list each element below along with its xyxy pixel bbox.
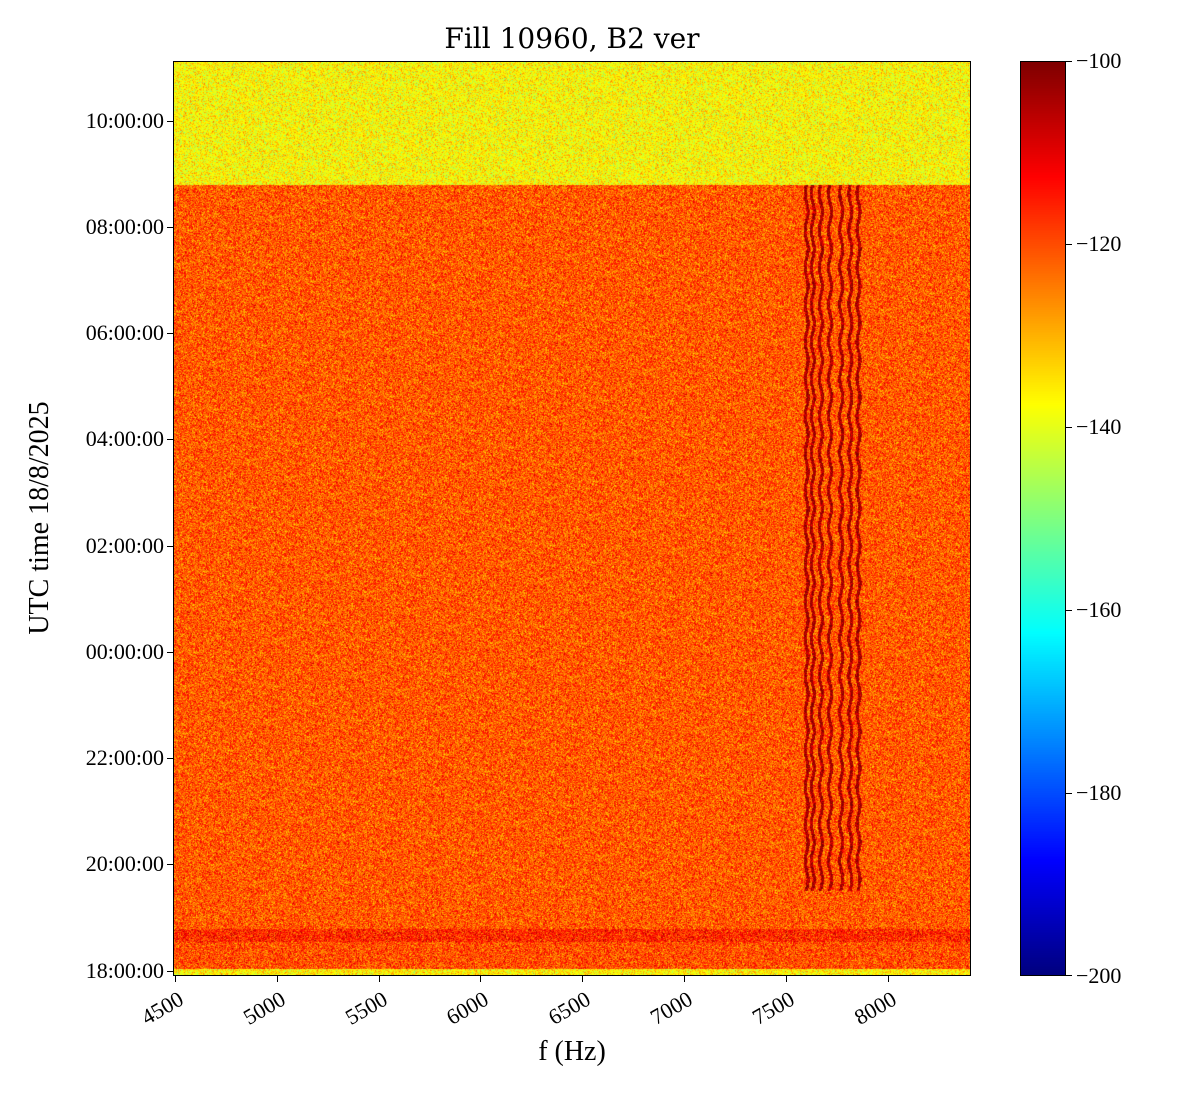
colorbar-tick <box>1066 610 1072 611</box>
y-tick <box>167 651 173 653</box>
colorbar-tick-label: −180 <box>1076 780 1122 805</box>
colorbar-tick-label: −160 <box>1076 597 1122 622</box>
colorbar-tick-label: −120 <box>1076 231 1122 256</box>
x-tick-label: 5500 <box>340 986 392 1030</box>
x-tick-label: 5000 <box>238 986 290 1030</box>
x-tick-label: 6000 <box>442 986 493 1030</box>
x-tick-label: 6500 <box>544 986 595 1030</box>
colorbar <box>1020 61 1066 976</box>
colorbar-tick-label: −140 <box>1076 414 1122 439</box>
colorbar-tick <box>1066 244 1072 245</box>
y-tick-label: 10:00:00 <box>85 107 164 133</box>
y-tick <box>167 439 173 441</box>
spectrogram-heatmap <box>174 62 970 975</box>
colorbar-tick-label: −200 <box>1076 963 1122 988</box>
x-tick <box>480 976 482 982</box>
y-tick-label: 00:00:00 <box>85 638 164 664</box>
colorbar-tick <box>1066 427 1072 428</box>
y-tick-label: 02:00:00 <box>85 532 164 558</box>
chart-title: Fill 10960, B2 ver <box>444 22 700 55</box>
y-tick <box>167 864 173 866</box>
y-tick <box>167 545 173 547</box>
x-tick <box>175 976 177 982</box>
y-tick <box>167 333 173 335</box>
y-tick-label: 04:00:00 <box>85 426 164 452</box>
x-tick <box>582 976 584 982</box>
colorbar-tick-label: −100 <box>1076 48 1122 73</box>
x-tick <box>378 976 380 982</box>
x-tick <box>785 976 787 982</box>
x-tick-label: 7000 <box>645 986 697 1030</box>
colorbar-tick <box>1066 61 1072 62</box>
x-tick <box>683 976 685 982</box>
y-tick <box>167 970 173 972</box>
y-tick-label: 06:00:00 <box>85 320 164 346</box>
y-tick-label: 20:00:00 <box>85 851 164 877</box>
y-tick-label: 22:00:00 <box>85 745 164 771</box>
y-tick <box>167 120 173 122</box>
y-axis-label: UTC time 18/8/2025 <box>24 401 55 635</box>
x-tick <box>276 976 278 982</box>
y-tick-label: 08:00:00 <box>85 213 164 239</box>
x-tick-label: 7500 <box>747 986 799 1030</box>
y-tick <box>167 758 173 760</box>
x-axis-label: f (Hz) <box>538 1036 606 1067</box>
colorbar-tick <box>1066 793 1072 794</box>
y-tick-label: 18:00:00 <box>85 957 164 983</box>
plot-frame <box>173 61 971 976</box>
x-tick-label: 4500 <box>136 986 188 1030</box>
colorbar-tick <box>1066 975 1072 976</box>
y-tick <box>167 226 173 228</box>
x-tick-label: 8000 <box>849 986 901 1030</box>
x-tick <box>887 976 889 982</box>
